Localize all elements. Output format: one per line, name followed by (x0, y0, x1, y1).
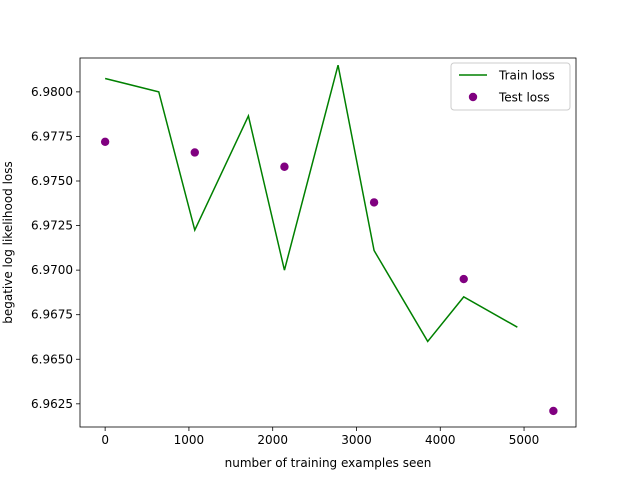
x-tick-label: 4000 (425, 433, 456, 447)
test-loss-point (369, 198, 379, 207)
x-tick-label: 2000 (257, 433, 288, 447)
legend: Train loss Test loss (450, 62, 571, 111)
y-tick-label: 6.9625 (31, 397, 73, 411)
test-loss-point (100, 137, 110, 146)
axes: 0 1000 2000 3000 4000 5000 6.9625 6.9650 6.9675 6… (31, 57, 577, 447)
legend-swatch-test-loss (468, 92, 478, 102)
train-loss-line (104, 64, 518, 343)
test-loss-point (280, 162, 289, 171)
legend-label: Test loss (498, 91, 550, 105)
y-tick-label: 6.9800 (31, 85, 73, 99)
test-loss-point (459, 274, 468, 284)
x-tick-label: 0 (101, 433, 109, 447)
y-tick-label: 6.9675 (31, 308, 73, 322)
y-tick-label: 6.9700 (31, 263, 73, 277)
x-tick-label: 5000 (509, 433, 540, 447)
y-tick-label: 6.9750 (31, 174, 73, 188)
test-loss-point (549, 406, 558, 416)
axes-frame (79, 57, 577, 428)
y-tick-label: 6.9775 (31, 129, 73, 143)
y-tick-label: 6.9725 (31, 219, 73, 233)
plot-area (100, 64, 558, 416)
legend-label: Train loss (498, 69, 555, 83)
y-axis-title: begative log likelihood loss (1, 161, 15, 324)
test-loss-point (190, 148, 199, 157)
x-axis-title: number of training examples seen (225, 456, 432, 470)
x-tick-label: 3000 (341, 433, 372, 447)
y-tick-label: 6.9650 (31, 352, 73, 366)
x-tick-label: 1000 (174, 433, 205, 447)
